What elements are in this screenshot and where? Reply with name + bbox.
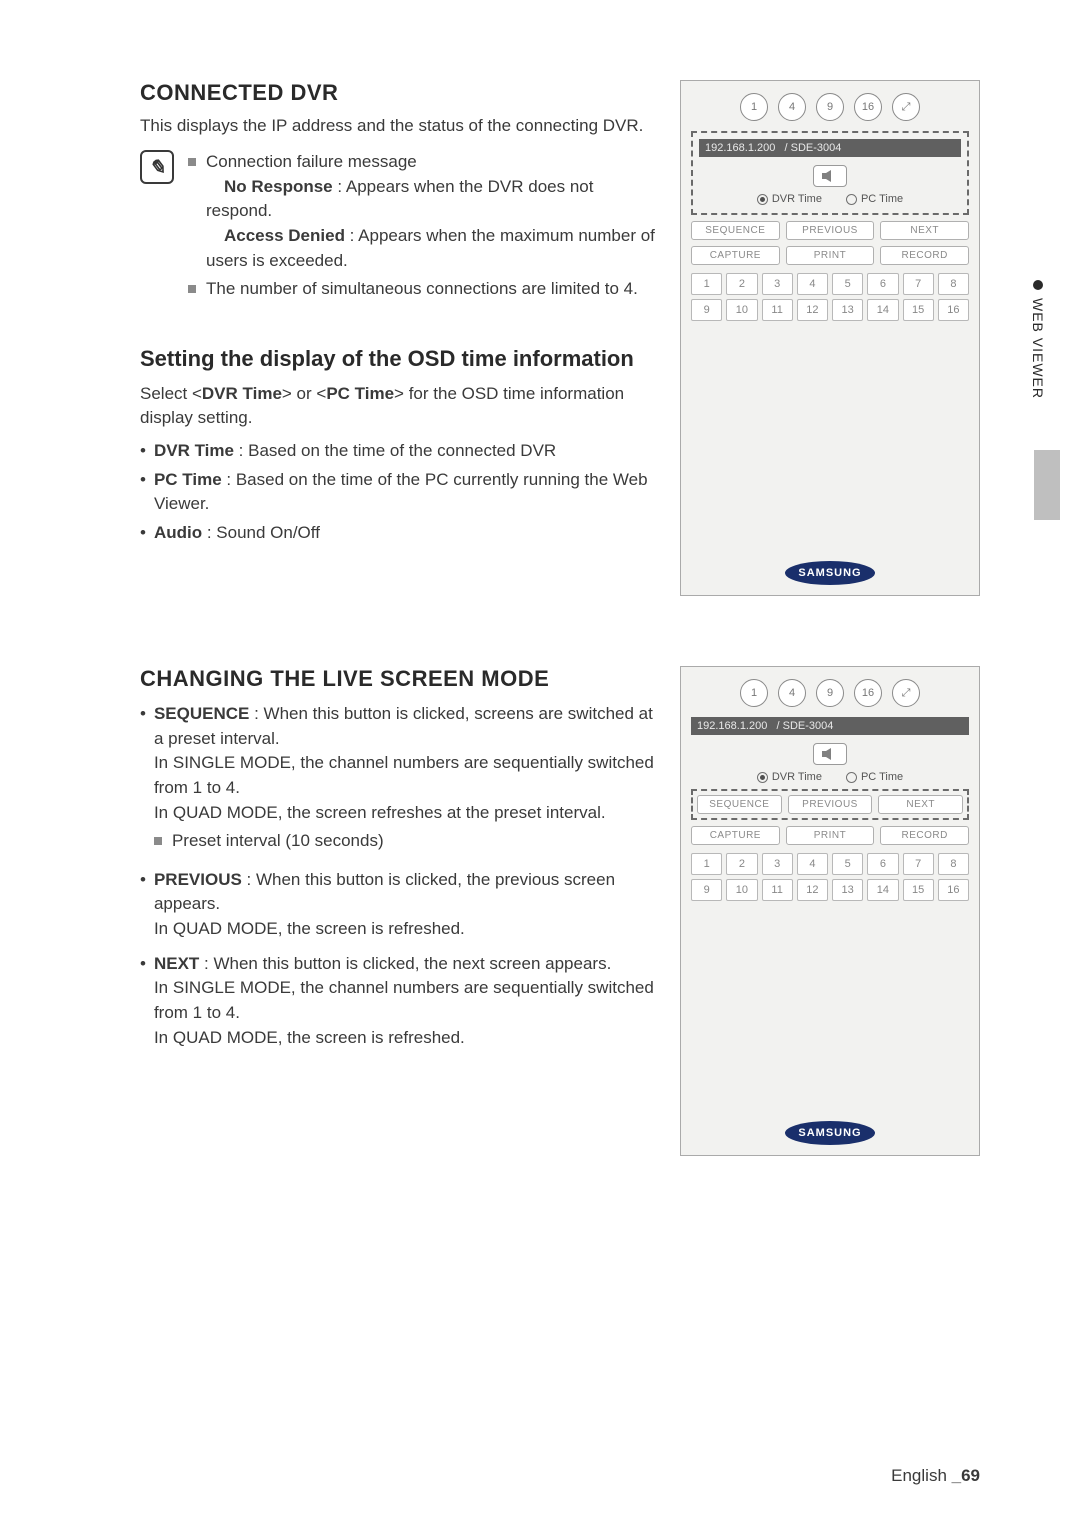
channel-button[interactable]: 6 <box>867 273 898 295</box>
layout-4-button[interactable]: 4 <box>778 679 806 707</box>
channel-button[interactable]: 1 <box>691 273 722 295</box>
channel-button[interactable]: 11 <box>762 879 793 901</box>
section-title: CHANGING THE LIVE SCREEN MODE <box>140 666 660 692</box>
list-item: SEQUENCE : When this button is clicked, … <box>154 702 660 858</box>
channel-button[interactable]: 2 <box>726 853 757 875</box>
audio-toggle-button[interactable] <box>813 165 847 187</box>
record-button[interactable]: RECORD <box>880 246 969 265</box>
channel-button[interactable]: 3 <box>762 273 793 295</box>
ip-status-bar: 192.168.1.200 / SDE-3004 <box>691 717 969 735</box>
list-item: NEXT : When this button is clicked, the … <box>154 952 660 1051</box>
bullet-icon: • <box>140 468 146 517</box>
section-title: CONNECTED DVR <box>140 80 660 106</box>
channel-button[interactable]: 3 <box>762 853 793 875</box>
channel-button[interactable]: 10 <box>726 879 757 901</box>
record-button[interactable]: RECORD <box>880 826 969 845</box>
layout-4-button[interactable]: 4 <box>778 93 806 121</box>
channel-button[interactable]: 15 <box>903 299 934 321</box>
note-text: Connection failure message No Response :… <box>206 150 660 273</box>
dvr-time-radio[interactable]: DVR Time <box>757 771 822 783</box>
dvr-time-radio[interactable]: DVR Time <box>757 193 822 205</box>
pc-time-radio[interactable]: PC Time <box>846 193 903 205</box>
channel-button[interactable]: 7 <box>903 273 934 295</box>
print-button[interactable]: PRINT <box>786 246 875 265</box>
list-item: PC Time : Based on the time of the PC cu… <box>154 468 660 517</box>
bullet-icon: • <box>140 868 146 942</box>
channel-button[interactable]: 11 <box>762 299 793 321</box>
capture-button[interactable]: CAPTURE <box>691 246 780 265</box>
capture-button[interactable]: CAPTURE <box>691 826 780 845</box>
ip-status-bar: 192.168.1.200 / SDE-3004 <box>699 139 961 157</box>
bullet-icon <box>188 158 196 166</box>
bullet-icon: • <box>140 439 146 464</box>
list-item: PREVIOUS : When this button is clicked, … <box>154 868 660 942</box>
fullscreen-button[interactable]: ⤢ <box>892 93 920 121</box>
channel-button[interactable]: 14 <box>867 879 898 901</box>
channel-button[interactable]: 14 <box>867 299 898 321</box>
sequence-button[interactable]: SEQUENCE <box>697 795 782 814</box>
channel-grid: 1 2 3 4 5 6 7 8 9 10 11 12 13 14 15 16 <box>691 853 969 901</box>
layout-1-button[interactable]: 1 <box>740 93 768 121</box>
channel-button[interactable]: 12 <box>797 879 828 901</box>
fullscreen-button[interactable]: ⤢ <box>892 679 920 707</box>
channel-button[interactable]: 9 <box>691 299 722 321</box>
dvr-panel: 1 4 9 16 ⤢ 192.168.1.200 / SDE-3004 DVR … <box>680 80 980 596</box>
channel-button[interactable]: 2 <box>726 273 757 295</box>
audio-toggle-button[interactable] <box>813 743 847 765</box>
channel-button[interactable]: 10 <box>726 299 757 321</box>
connected-dvr-box: 192.168.1.200 / SDE-3004 DVR Time PC Tim… <box>691 131 969 215</box>
channel-button[interactable]: 13 <box>832 879 863 901</box>
channel-button[interactable]: 7 <box>903 853 934 875</box>
channel-button[interactable]: 1 <box>691 853 722 875</box>
bullet-icon: • <box>140 702 146 858</box>
print-button[interactable]: PRINT <box>786 826 875 845</box>
previous-button[interactable]: PREVIOUS <box>786 221 875 240</box>
layout-1-button[interactable]: 1 <box>740 679 768 707</box>
page-footer: English _69 <box>891 1466 980 1486</box>
bullet-icon <box>154 837 162 845</box>
channel-button[interactable]: 16 <box>938 299 969 321</box>
channel-button[interactable]: 6 <box>867 853 898 875</box>
channel-button[interactable]: 8 <box>938 853 969 875</box>
bullet-icon: • <box>140 521 146 546</box>
samsung-logo: SAMSUNG <box>785 1121 875 1145</box>
channel-button[interactable]: 15 <box>903 879 934 901</box>
section-tab: WEB VIEWER <box>1030 280 1046 399</box>
channel-button[interactable]: 4 <box>797 853 828 875</box>
note-icon: ✎ <box>140 150 174 184</box>
channel-button[interactable]: 12 <box>797 299 828 321</box>
channel-button[interactable]: 13 <box>832 299 863 321</box>
layout-9-button[interactable]: 9 <box>816 679 844 707</box>
layout-16-button[interactable]: 16 <box>854 679 882 707</box>
channel-button[interactable]: 9 <box>691 879 722 901</box>
list-item: Audio : Sound On/Off <box>154 521 320 546</box>
channel-grid: 1 2 3 4 5 6 7 8 9 10 11 12 13 14 15 16 <box>691 273 969 321</box>
pc-time-radio[interactable]: PC Time <box>846 771 903 783</box>
channel-button[interactable]: 8 <box>938 273 969 295</box>
dvr-panel: 1 4 9 16 ⤢ 192.168.1.200 / SDE-3004 DVR … <box>680 666 980 1156</box>
bullet-icon: • <box>140 952 146 1051</box>
channel-button[interactable]: 5 <box>832 273 863 295</box>
note-text: Preset interval (10 seconds) <box>172 829 384 854</box>
body-text: Select <DVR Time> or <PC Time> for the O… <box>140 382 660 431</box>
previous-button[interactable]: PREVIOUS <box>788 795 873 814</box>
next-button[interactable]: NEXT <box>880 221 969 240</box>
intro-text: This displays the IP address and the sta… <box>140 116 660 136</box>
channel-button[interactable]: 4 <box>797 273 828 295</box>
subsection-title: Setting the display of the OSD time info… <box>140 346 660 372</box>
list-item: DVR Time : Based on the time of the conn… <box>154 439 556 464</box>
sequence-button[interactable]: SEQUENCE <box>691 221 780 240</box>
note-text: The number of simultaneous connections a… <box>206 277 638 302</box>
samsung-logo: SAMSUNG <box>785 561 875 585</box>
layout-16-button[interactable]: 16 <box>854 93 882 121</box>
channel-button[interactable]: 16 <box>938 879 969 901</box>
screen-mode-box: SEQUENCE PREVIOUS NEXT <box>691 789 969 820</box>
next-button[interactable]: NEXT <box>878 795 963 814</box>
channel-button[interactable]: 5 <box>832 853 863 875</box>
bullet-icon <box>188 285 196 293</box>
layout-9-button[interactable]: 9 <box>816 93 844 121</box>
page-edge-marker <box>1034 450 1060 520</box>
